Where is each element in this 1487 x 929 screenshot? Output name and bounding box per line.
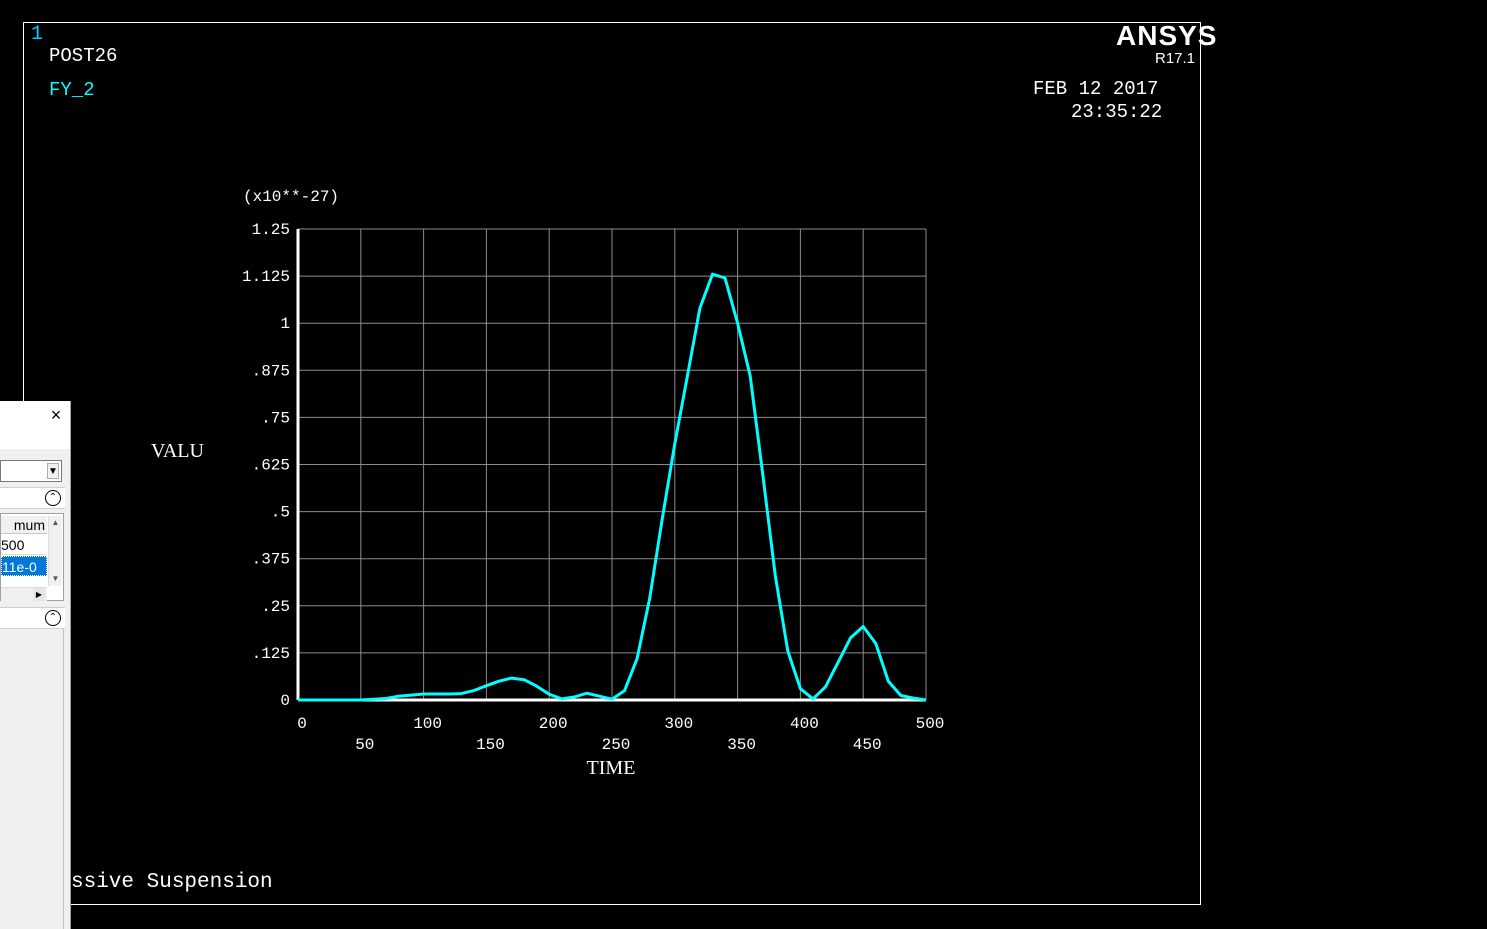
y-tick-label: 1 [280,315,290,333]
window-number: 1 [31,23,44,46]
y-tick-label: .125 [252,645,290,663]
series [298,272,927,702]
ansys-logo: ANSYS [1116,20,1218,51]
dialog-body [0,629,64,929]
vertical-scrollbar[interactable]: ▲ ▼ [48,516,62,586]
collapse-up-icon[interactable]: ⌃ [45,490,61,506]
curve-label: FY_2 [49,79,95,101]
x-tick-label: 500 [916,715,945,733]
y-axis-label: VALU [151,440,205,462]
y-tick-label: .5 [271,504,290,522]
scroll-right-icon[interactable]: ▶ [33,588,45,601]
curve-select[interactable]: ▼ [0,460,62,482]
y-multiplier-label: (x10**-27) [243,188,339,206]
grid-cell[interactable]: 500 [1,536,47,555]
version-label: R17.1 [1155,50,1196,67]
chevron-down-icon[interactable]: ▼ [47,463,59,479]
y-tick-label: 1.25 [252,221,290,239]
plot-subtitle: ssive Suspension [71,871,273,894]
grid [297,228,927,701]
x-axis-label: TIME [587,757,636,779]
time-label: 23:35:22 [1071,101,1163,123]
close-icon[interactable]: × [50,405,62,425]
y-tick-label: .375 [252,551,290,569]
grid-column-header: mum [1,516,47,534]
x-tick-label: 150 [476,736,505,754]
x-tick-label: 100 [413,715,442,733]
collapse-section-1[interactable]: ⌃ [0,487,65,509]
value-grid: mum 500 11e-0 ▲ ▼ ▶ [0,513,64,601]
x-tick-label: 350 [727,736,756,754]
x-tick-label: 450 [853,736,882,754]
y-tick-label: 1.125 [242,268,290,286]
y-tick-label: .75 [261,409,290,427]
date-label: FEB 12 2017 [1033,78,1159,100]
x-tick-label: 400 [790,715,819,733]
x-tick-label: 0 [297,715,307,733]
x-tick-label: 200 [539,715,568,733]
collapse-up-icon[interactable]: ⌃ [45,610,61,626]
scroll-down-icon[interactable]: ▼ [51,574,60,583]
x-tick-label: 250 [602,736,631,754]
side-dialog: × ▼ ⌃ mum 500 11e-0 ▲ ▼ ▶ ⌃ [0,401,71,929]
y-tick-label: 0 [280,692,290,710]
series-line-1 [298,272,927,702]
x-tick-label: 300 [664,715,693,733]
y-tick-label: .25 [261,598,290,616]
horizontal-scrollbar[interactable]: ▶ [1,587,47,601]
y-tick-label: .875 [252,362,290,380]
tick-labels: 0 .125 .25 .375 .5 .625 .75 .875 1 1.125 1.25 0 100 2… [242,221,944,754]
collapse-section-2[interactable]: ⌃ [0,607,65,629]
dialog-title-bar: × [0,401,70,449]
scroll-up-icon[interactable]: ▲ [51,518,60,527]
grid-cell-selected[interactable]: 11e-0 [1,556,47,576]
x-tick-label: 50 [355,736,374,754]
module-label: POST26 [49,45,118,67]
y-tick-label: .625 [252,457,290,475]
